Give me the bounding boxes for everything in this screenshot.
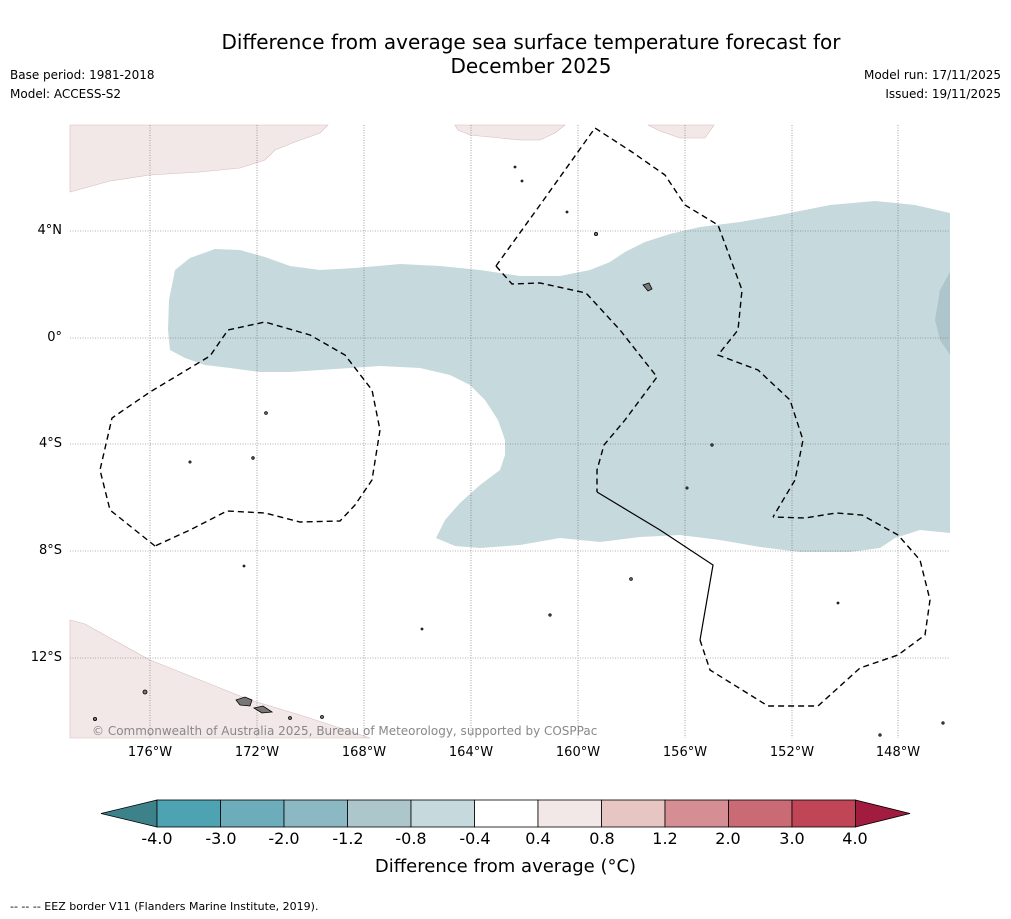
- issued-date: Issued: 19/11/2025: [885, 87, 1001, 101]
- island-dot: [288, 716, 292, 720]
- colorbar-tick-label: 2.0: [715, 829, 741, 848]
- colorbar-segment: [347, 799, 412, 828]
- colorbar-segment: [601, 799, 666, 828]
- island-dot: [594, 231, 599, 236]
- colorbar-segment: [410, 799, 475, 828]
- base-period: Base period: 1981-2018: [10, 68, 155, 82]
- eez-legend-footer: -- -- -- EEZ border V11 (Flanders Marine…: [10, 900, 319, 913]
- island-dot: [264, 411, 268, 415]
- eez-border-cook-south: [596, 491, 714, 641]
- island-dot: [878, 733, 882, 737]
- model-run: Model run: 17/11/2025: [863, 68, 1001, 82]
- colorbar-tick-label: -2.0: [268, 829, 300, 848]
- lat-label-8s: 8°S: [38, 543, 62, 558]
- colorbar-tick-label: 1.2: [652, 829, 678, 848]
- island-dot: [142, 689, 148, 695]
- eez-borders: [99, 127, 931, 707]
- island-dot: [320, 715, 324, 719]
- island-dot: [188, 460, 192, 464]
- cool-anomaly-east-edge: [935, 272, 950, 355]
- map-area: [69, 124, 950, 739]
- island-dot: [93, 717, 98, 722]
- lat-label-4n: 4°N: [37, 223, 63, 238]
- lon-label-164w: 164°W: [448, 745, 494, 760]
- copyright-notice: © Commonwealth of Australia 2025, Bureau…: [92, 724, 598, 738]
- eez-border-tokelau-west: [99, 321, 381, 547]
- island-dot: [685, 486, 689, 490]
- meta-left: Base period: 1981-2018 Model: ACCESS-S2: [10, 66, 155, 104]
- lat-label-0: 0°: [47, 330, 62, 345]
- map-title-line1: Difference from average sea surface temp…: [221, 30, 841, 54]
- colorbar-tick-label: -0.8: [395, 829, 427, 848]
- warm-anomaly-nw: [69, 124, 329, 193]
- island-dot: [941, 721, 945, 725]
- gridlines: [70, 125, 950, 738]
- colorbar-segment: [156, 799, 221, 828]
- meta-right: Model run: 17/11/2025 Issued: 19/11/2025: [864, 66, 1001, 104]
- island-dot: [565, 210, 569, 214]
- colorbar-segment: [537, 799, 602, 828]
- colorbar-segment: [728, 799, 793, 828]
- eez-border-french-polynesia: [699, 512, 931, 707]
- eez-border-kiribati-line: [495, 127, 804, 518]
- colorbar: [100, 799, 911, 828]
- warm-anomaly-n-east: [647, 124, 715, 139]
- colorbar-segment: [474, 799, 539, 828]
- lon-label-156w: 156°W: [662, 745, 708, 760]
- warm-anomaly-n-center: [454, 124, 566, 141]
- lat-label-4s: 4°S: [38, 436, 62, 451]
- lat-label-12s: 12°S: [30, 650, 62, 665]
- colorbar-tick-label: 0.4: [525, 829, 551, 848]
- colorbar-segment: [220, 799, 285, 828]
- island-dot: [836, 601, 840, 605]
- colorbar-tick-label: 3.0: [779, 829, 805, 848]
- cool-anomaly-band: [168, 201, 950, 552]
- colorbar-tick-label: 4.0: [842, 829, 868, 848]
- island-dot: [629, 577, 633, 581]
- colorbar-tick-label: -3.0: [205, 829, 237, 848]
- colorbar-segment: [791, 799, 856, 828]
- model-name: Model: ACCESS-S2: [10, 87, 122, 101]
- island-kiritimati: [642, 282, 653, 292]
- islands: [93, 165, 945, 737]
- colorbar-segment: [283, 799, 348, 828]
- island-dot: [242, 564, 246, 568]
- map-title-line2: December 2025: [450, 54, 612, 78]
- colorbar-arrow-low: [100, 799, 158, 828]
- island-dot: [548, 613, 552, 617]
- lon-label-152w: 152°W: [769, 745, 815, 760]
- island-dot: [520, 179, 524, 183]
- colorbar-tick-label: -0.4: [459, 829, 491, 848]
- island-dot: [420, 627, 424, 631]
- colorbar-tick-label: -4.0: [141, 829, 173, 848]
- island-dot: [251, 456, 255, 460]
- lon-label-176w: 176°W: [127, 745, 173, 760]
- lon-label-172w: 172°W: [234, 745, 280, 760]
- lon-label-160w: 160°W: [555, 745, 601, 760]
- colorbar-segment: [664, 799, 729, 828]
- island-samoa-large: [235, 696, 253, 707]
- colorbar-arrow-high: [855, 799, 911, 828]
- island-dot: [513, 165, 517, 169]
- colorbar-tick-label: -1.2: [332, 829, 364, 848]
- colorbar-tick-label: 0.8: [589, 829, 615, 848]
- map-title: Difference from average sea surface temp…: [0, 30, 1011, 78]
- lon-label-168w: 168°W: [341, 745, 387, 760]
- island-dot: [710, 443, 714, 447]
- colorbar-title: Difference from average (°C): [374, 856, 637, 877]
- island-samoa-small: [252, 705, 274, 714]
- lon-label-148w: 148°W: [875, 745, 921, 760]
